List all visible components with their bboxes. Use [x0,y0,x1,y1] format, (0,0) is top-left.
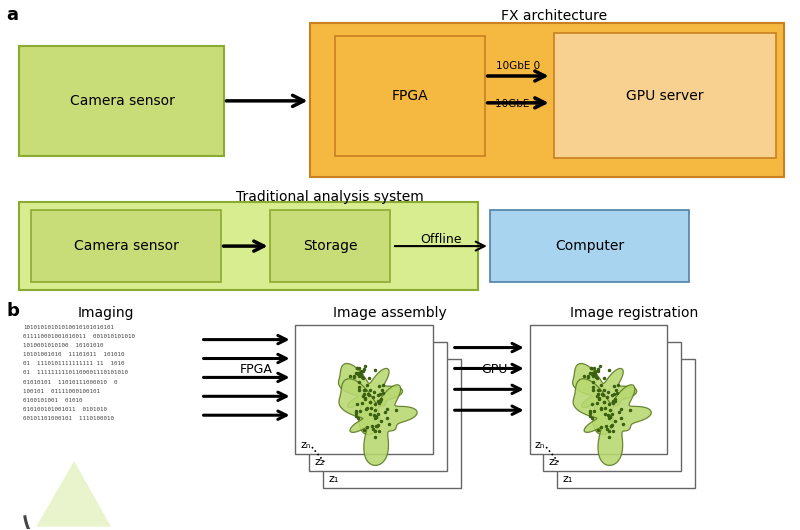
Polygon shape [573,379,651,465]
Text: z₁: z₁ [328,474,338,484]
Text: 011110001001010011  001010101010: 011110001001010011 001010101010 [23,334,135,339]
Text: 01010101  11010111000010  0: 01010101 11010111000010 0 [23,379,118,385]
Text: 0100101001  01010: 0100101001 01010 [23,398,83,403]
Polygon shape [572,348,622,404]
Text: 010100101001011  0101010: 010100101001011 0101010 [23,407,107,412]
Text: 10101001010  11101011  101010: 10101001010 11101011 101010 [23,352,125,357]
Text: Computer: Computer [554,239,624,253]
Text: Traditional analysis system: Traditional analysis system [236,190,424,205]
Text: zₙ: zₙ [534,440,545,450]
Text: Image assembly: Image assembly [333,306,447,320]
Text: FPGA: FPGA [392,89,428,103]
FancyBboxPatch shape [310,342,447,471]
Text: 01  11111111101100001110101010: 01 11111111101100001110101010 [23,370,128,375]
Text: Image registration: Image registration [570,306,698,320]
Text: Camera sensor: Camera sensor [70,94,174,108]
Text: 1010001010100  10101010: 1010001010100 10101010 [23,343,104,348]
Text: z₁: z₁ [562,474,573,484]
Text: z₂: z₂ [314,457,325,467]
FancyBboxPatch shape [270,210,390,282]
Text: Imaging: Imaging [78,306,134,320]
Text: FX architecture: FX architecture [502,10,607,23]
Text: 10GbE 0: 10GbE 0 [495,61,540,71]
Text: 10101010101010010101010101: 10101010101010010101010101 [23,325,114,330]
Text: 10GbE 1: 10GbE 1 [495,99,540,109]
FancyBboxPatch shape [31,210,221,282]
FancyBboxPatch shape [554,33,776,157]
Text: Camera sensor: Camera sensor [74,239,178,253]
FancyBboxPatch shape [335,36,485,156]
Text: Storage: Storage [303,239,358,253]
Text: GPU server: GPU server [626,89,704,103]
Text: GPU: GPU [482,363,508,376]
Polygon shape [573,364,637,435]
Polygon shape [338,364,402,435]
FancyBboxPatch shape [323,358,461,488]
Text: 100101  01111000100101: 100101 01111000100101 [23,388,100,394]
FancyBboxPatch shape [530,325,667,454]
FancyBboxPatch shape [310,23,784,178]
FancyBboxPatch shape [295,325,433,454]
FancyBboxPatch shape [19,46,224,156]
FancyBboxPatch shape [543,342,681,471]
Polygon shape [339,379,417,465]
Polygon shape [338,348,388,404]
Text: 01  1110101111111111 11  1010: 01 1110101111111111 11 1010 [23,361,125,366]
FancyBboxPatch shape [490,210,689,282]
Text: 00101101000101  1110100010: 00101101000101 1110100010 [23,416,114,421]
Text: zₙ: zₙ [300,440,310,450]
Text: z₂: z₂ [549,457,559,467]
FancyBboxPatch shape [558,358,695,488]
Text: b: b [6,302,19,320]
Text: FPGA: FPGA [239,363,273,376]
FancyBboxPatch shape [19,202,478,290]
Text: a: a [6,6,18,24]
Polygon shape [36,461,111,527]
Text: Offline: Offline [420,233,462,246]
